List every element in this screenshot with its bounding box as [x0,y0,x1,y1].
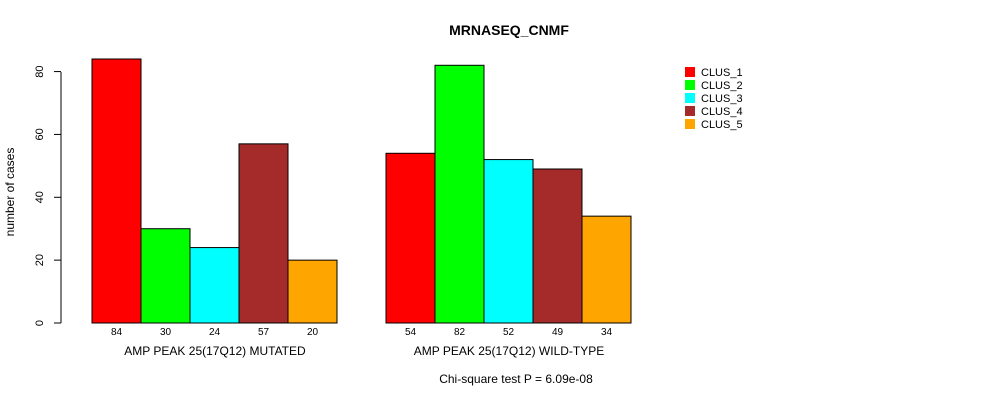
y-tick-label: 40 [34,191,46,203]
group-label-mutated: AMP PEAK 25(17Q12) MUTATED [124,344,306,358]
bar-value-label: 52 [503,327,515,338]
bar-clus-1-group-2 [385,152,436,324]
bar-clus-3-group-1 [189,247,240,324]
y-tick-label: 60 [34,128,46,140]
bar-clus-4-group-2 [532,168,583,324]
chi-square-footnote: Chi-square test P = 6.09e-08 [439,372,593,386]
legend-label-clus-1: CLUS_1 [701,67,743,79]
y-axis-ticks: 0 20 40 60 80 [34,65,61,326]
bar-value-label: 30 [160,327,172,338]
bar-value-label: 57 [258,327,270,338]
bar-clus-2-group-2 [434,64,485,324]
bar-value-label: 24 [209,327,221,338]
group-label-wild-type: AMP PEAK 25(17Q12) WILD-TYPE [414,344,605,358]
bar-clus-4-group-1 [238,143,289,324]
bar-value-label: 82 [454,327,466,338]
legend-swatch-clus-4 [685,106,695,116]
chart-title: MRNASEQ_CNMF [449,22,569,38]
y-tick-label: 0 [34,320,46,326]
bar-clus-1-group-1 [91,58,142,324]
bar-value-label: 54 [405,327,417,338]
bars [91,58,632,324]
legend-swatch-clus-5 [685,119,695,129]
bar-value-labels: 84 54 30 82 24 52 57 49 20 34 [111,327,613,338]
legend-swatch-clus-1 [685,67,695,77]
legend-label-clus-4: CLUS_4 [701,106,743,118]
legend-swatch-clus-3 [685,93,695,103]
bar-value-label: 20 [307,327,319,338]
bar-value-label: 34 [601,327,613,338]
bar-clus-2-group-1 [140,228,191,324]
y-axis-label: number of cases [3,148,17,237]
bar-value-label: 49 [552,327,564,338]
y-tick-label: 20 [34,254,46,266]
legend-label-clus-5: CLUS_5 [701,119,743,131]
bar-value-label: 84 [111,327,123,338]
legend-swatch-clus-2 [685,80,695,90]
bar-clus-3-group-2 [483,159,534,324]
bar-clus-5-group-1 [287,259,338,324]
legend-label-clus-2: CLUS_2 [701,80,743,92]
bar-clus-5-group-2 [581,215,632,324]
legend-label-clus-3: CLUS_3 [701,93,743,105]
y-tick-label: 80 [34,65,46,77]
